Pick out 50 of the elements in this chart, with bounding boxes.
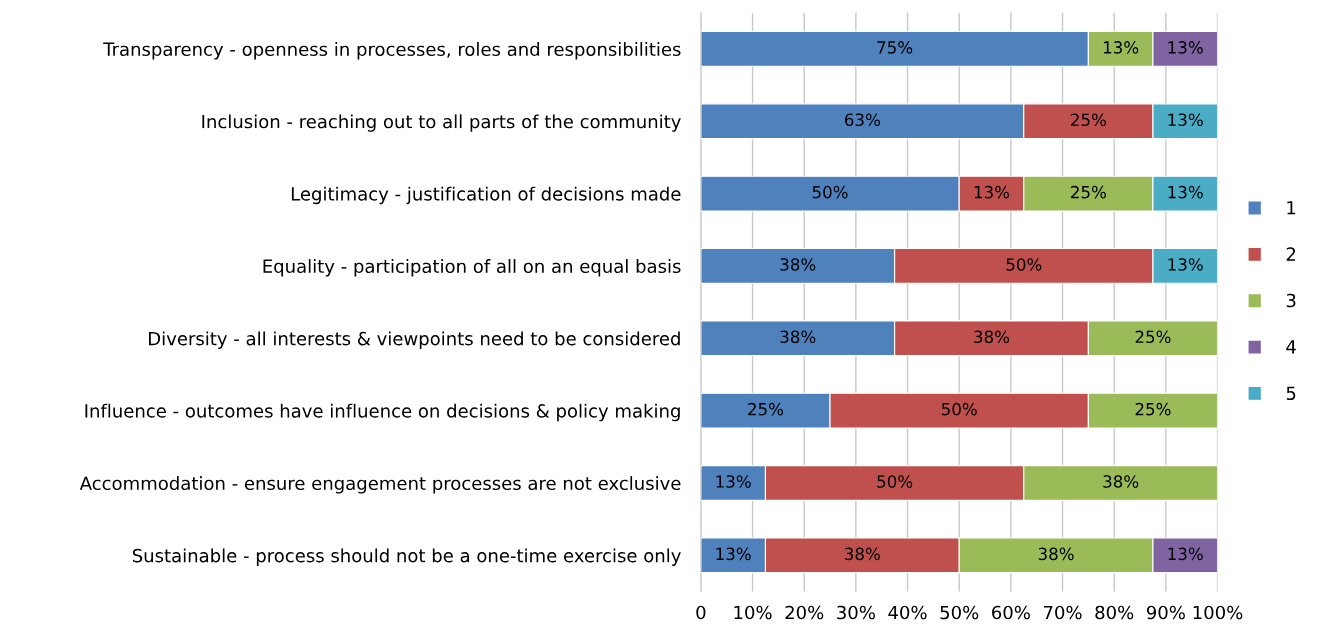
data-label: 63% bbox=[844, 113, 880, 127]
legend-label: 1 bbox=[1287, 201, 1296, 215]
data-label: 50% bbox=[1006, 258, 1042, 271]
data-label: 38% bbox=[1103, 475, 1139, 488]
y-tick-label: Sustainable - process should not be a one-time exercise only bbox=[132, 548, 681, 566]
y-tick-label: Equality - participation of all on an equal basis bbox=[263, 259, 681, 277]
x-tick-label: 10% bbox=[734, 605, 772, 620]
data-label: 13% bbox=[1168, 113, 1203, 127]
data-label: 13% bbox=[716, 475, 751, 488]
data-label: 38% bbox=[780, 258, 816, 271]
data-label: 25% bbox=[1071, 113, 1106, 127]
data-label: 25% bbox=[1135, 402, 1171, 416]
y-tick-label: Legitimacy - justification of decisions made bbox=[291, 186, 681, 205]
y-tick-label: Diversity - all interests & viewpoints need to be considered bbox=[149, 331, 680, 349]
data-label: 13% bbox=[1168, 547, 1203, 561]
data-label: 50% bbox=[941, 402, 977, 416]
legend-label: 4 bbox=[1286, 340, 1296, 354]
data-label: 25% bbox=[1135, 330, 1171, 344]
y-tick-label: Influence - outcomes have influence on decisions & policy making bbox=[85, 403, 680, 422]
x-tick-label: 80% bbox=[1095, 605, 1134, 620]
x-tick-label: 0 bbox=[696, 605, 706, 620]
legend-label: 3 bbox=[1286, 293, 1296, 308]
data-label: 75% bbox=[877, 41, 913, 54]
x-tick-label: 20% bbox=[785, 605, 824, 620]
data-label: 13% bbox=[974, 185, 1010, 199]
data-label: 50% bbox=[877, 475, 913, 488]
data-label: 38% bbox=[780, 330, 816, 344]
data-label: 13% bbox=[1168, 258, 1203, 271]
x-tick-label: 50% bbox=[940, 605, 979, 620]
y-tick-label: Accommodation - ensure engagement processes are not exclusive bbox=[79, 476, 681, 494]
data-label: 50% bbox=[812, 185, 848, 199]
x-tick-label: 40% bbox=[888, 605, 927, 620]
y-tick-label: Inclusion - reaching out to all parts of the community bbox=[202, 114, 681, 132]
data-label: 38% bbox=[974, 330, 1010, 344]
x-tick-label: 90% bbox=[1146, 605, 1185, 620]
y-tick-label: Transparency - openness in processes, roles and responsibilities bbox=[103, 42, 681, 60]
x-tick-label: 60% bbox=[992, 605, 1030, 620]
x-tick-label: 70% bbox=[1043, 605, 1082, 620]
data-label: 25% bbox=[1071, 185, 1106, 199]
data-label: 38% bbox=[1038, 547, 1074, 561]
x-tick-label: 100% bbox=[1193, 605, 1243, 620]
data-label: 13% bbox=[1168, 185, 1203, 199]
data-label: 25% bbox=[748, 402, 784, 416]
legend-label: 2 bbox=[1286, 247, 1296, 261]
data-label: 38% bbox=[845, 547, 880, 561]
data-label: 13% bbox=[1103, 41, 1139, 54]
data-label: 13% bbox=[716, 547, 751, 561]
x-tick-label: 30% bbox=[837, 605, 875, 620]
legend-label: 5 bbox=[1286, 386, 1296, 401]
data-label: 13% bbox=[1168, 41, 1203, 54]
